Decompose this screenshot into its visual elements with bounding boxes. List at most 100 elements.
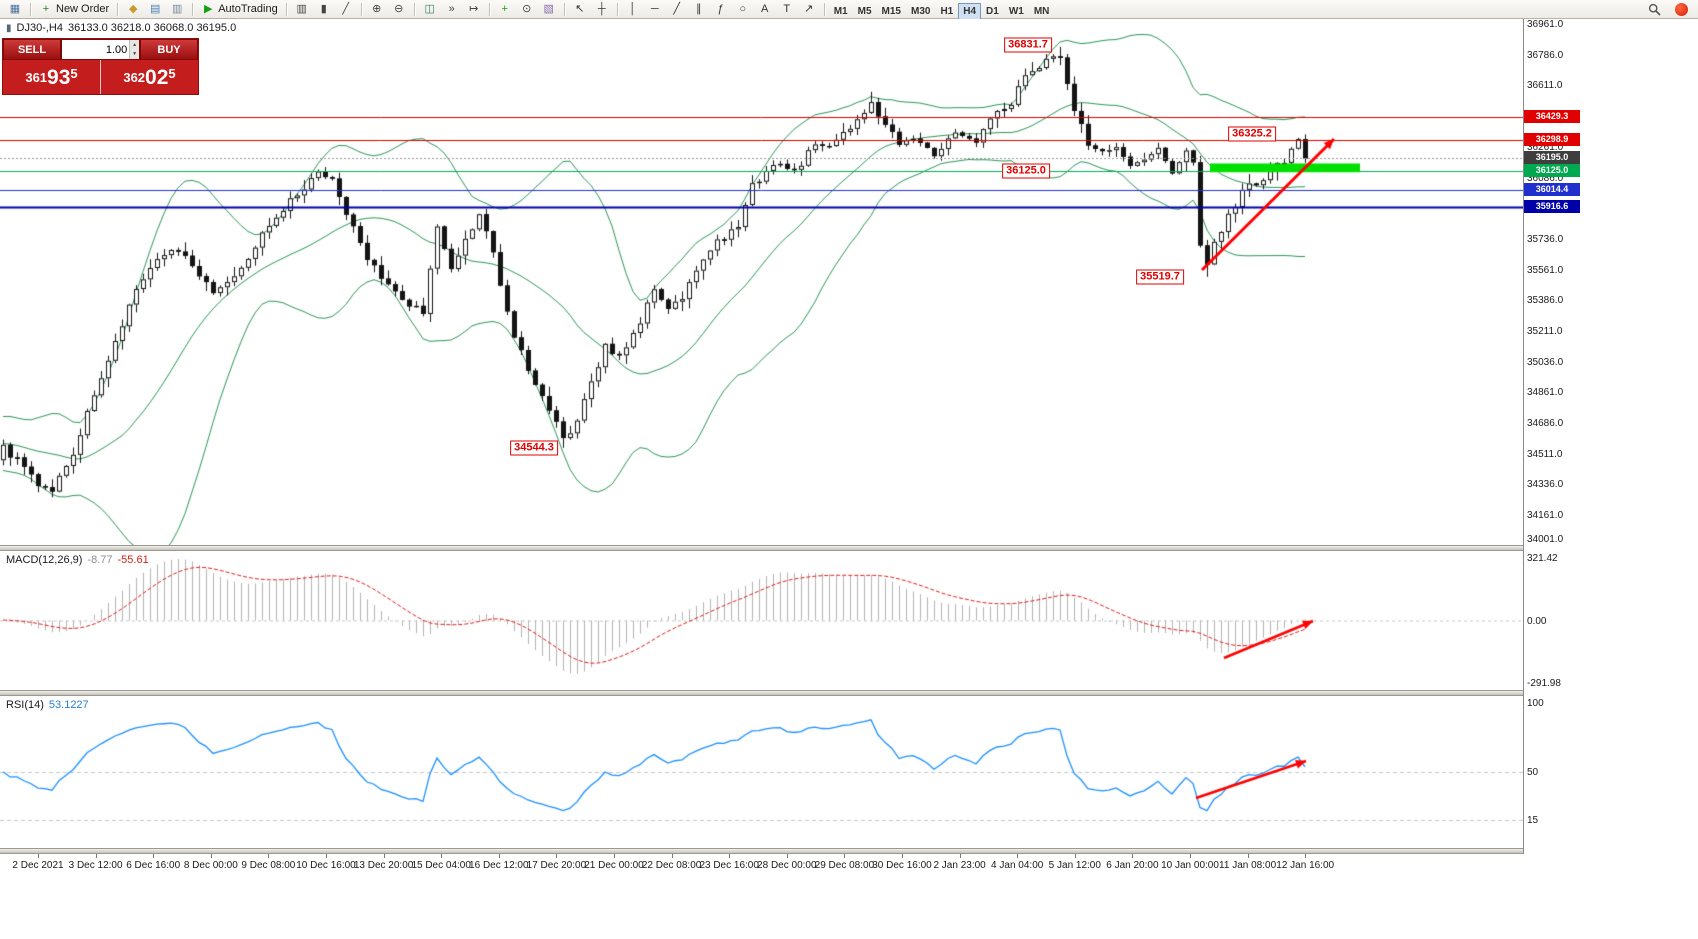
text-icon[interactable]: A [754, 1, 776, 18]
candlestick-chart-icon[interactable]: ▮ [313, 1, 335, 18]
timeframe-m1[interactable]: M1 [829, 3, 853, 20]
periods-dropdown-icon[interactable]: ⊙ [516, 1, 538, 18]
price-annotation[interactable]: 36125.0 [1002, 163, 1050, 179]
timeframe-mn[interactable]: MN [1029, 3, 1055, 20]
chart-window-icon[interactable]: ▦ [4, 1, 26, 18]
time-axis-tick [210, 854, 212, 858]
time-axis-tick [729, 854, 731, 858]
tile-windows-icon[interactable]: ◫ [419, 1, 441, 18]
crosshair-icon[interactable]: ┼ [591, 1, 613, 18]
macd-indicator-canvas[interactable] [0, 551, 1523, 690]
shapes-icon[interactable]: ○ [732, 1, 754, 18]
buy-price[interactable]: 362 02 5 [101, 60, 198, 94]
vertical-line-icon: │ [629, 3, 637, 15]
vertical-line-icon[interactable]: │ [622, 1, 644, 18]
price-chart-canvas[interactable] [0, 19, 1523, 545]
toolbar-separator [563, 2, 565, 16]
timeframe-m5[interactable]: M5 [853, 3, 877, 20]
price-annotation[interactable]: 36325.2 [1228, 126, 1276, 142]
time-axis-label: 17 Dec 20:00 [526, 860, 587, 871]
arrows-tool-icon[interactable]: ↗ [798, 1, 820, 18]
indicators-icon[interactable]: + [494, 1, 516, 18]
time-axis-label: 11 Jan 08:00 [1219, 860, 1277, 871]
time-axis-tick [556, 854, 558, 858]
autoscroll-icon[interactable]: » [441, 1, 463, 18]
indicators-icon: + [501, 3, 508, 15]
one-click-prices: 361 93 5 362 02 5 [3, 60, 198, 94]
panel-separator-main-macd[interactable] [0, 545, 1581, 551]
autotrading-button[interactable]: ▶ AutoTrading [197, 1, 282, 18]
terminal-icon[interactable]: ▥ [166, 1, 188, 18]
community-icon [1675, 2, 1688, 16]
line-chart-icon: ╱ [342, 3, 350, 15]
line-chart-icon[interactable]: ╱ [335, 1, 357, 18]
chart-shift-icon[interactable]: ↦ [463, 1, 485, 18]
toolbar-separator [117, 2, 119, 16]
panel-separator-macd-rsi[interactable] [0, 690, 1581, 696]
volume-input[interactable] [62, 40, 130, 59]
price-tag-36298.9: 36298.9 [1524, 133, 1580, 147]
price-tag-36125.0: 36125.0 [1524, 163, 1580, 177]
text-icon: A [761, 3, 769, 15]
price-tag-36195.0: 36195.0 [1524, 151, 1580, 165]
buy-price-decimal: 5 [168, 65, 176, 81]
time-axis-tick [902, 854, 903, 858]
timeframe-w1[interactable]: W1 [1004, 3, 1029, 20]
timeframe-d1[interactable]: D1 [981, 3, 1004, 20]
chart-shift-icon: ↦ [469, 3, 479, 15]
search-button[interactable] [1644, 1, 1665, 18]
autotrading-button-label: AutoTrading [218, 3, 278, 15]
volume-up-button[interactable]: ▲ [130, 40, 139, 50]
panel-separator-rsi-timeaxis[interactable] [0, 848, 1581, 854]
timeframe-h4[interactable]: H4 [958, 2, 982, 20]
time-axis-tick [498, 854, 500, 858]
cursor-icon[interactable]: ↖ [569, 1, 591, 18]
templates-icon: ▧ [543, 3, 554, 15]
time-axis-tick [38, 854, 39, 858]
sell-price[interactable]: 361 93 5 [3, 60, 101, 94]
time-axis-label: 10 Dec 16:00 [296, 860, 356, 871]
zoom-in-icon: ⊕ [372, 3, 382, 15]
time-axis-label: 10 Jan 00:00 [1161, 860, 1219, 871]
chart-window-icon: ▦ [9, 3, 21, 15]
trendline-icon[interactable]: ╱ [666, 1, 688, 18]
timeframe-m30[interactable]: M30 [906, 3, 935, 20]
buy-price-big-digits: 02 [145, 65, 169, 89]
zoom-out-icon[interactable]: ⊖ [388, 1, 410, 18]
bar-chart-icon[interactable]: ▥ [291, 1, 313, 18]
price-annotation[interactable]: 35519.7 [1136, 269, 1184, 285]
chart-title: ▮ DJ30-,H4 36133.0 36218.0 36068.0 36195… [6, 22, 236, 34]
label-icon[interactable]: T [776, 1, 798, 18]
horizontal-line-icon[interactable]: ─ [644, 1, 666, 18]
expert-advisors-icon[interactable]: ◆ [122, 1, 144, 18]
community-button[interactable] [1671, 1, 1692, 18]
rsi-label: RSI(14) [6, 699, 44, 711]
sell-price-big-digits: 93 [47, 65, 71, 89]
rsi-indicator-canvas[interactable] [0, 696, 1523, 848]
fibonacci-icon[interactable]: ƒ [710, 1, 732, 18]
time-axis-tick [1132, 854, 1134, 858]
price-annotation[interactable]: 34544.3 [510, 440, 558, 456]
autotrading-icon: ▶ [203, 3, 213, 15]
templates-icon[interactable]: ▧ [538, 1, 560, 18]
toolbar-separator [360, 2, 362, 16]
channel-icon[interactable]: ∥ [688, 1, 710, 18]
search-icon [1648, 3, 1661, 16]
rsi-value: 53.1227 [48, 699, 89, 711]
time-axis-label: 2 Jan 23:00 [933, 860, 986, 871]
macd-label: MACD(12,26,9) [6, 554, 83, 566]
time-axis-label: 12 Jan 16:00 [1276, 860, 1335, 871]
volume-down-button[interactable]: ▼ [130, 49, 139, 59]
new-order-button[interactable]: + New Order [35, 1, 113, 18]
toolbar-separator [192, 2, 194, 16]
profiles-icon[interactable]: ▤ [144, 1, 166, 18]
timeframe-m15[interactable]: M15 [877, 3, 906, 20]
macd-main-value: -8.77 [87, 554, 113, 566]
timeframe-h1[interactable]: H1 [935, 3, 958, 20]
zoom-in-icon[interactable]: ⊕ [366, 1, 388, 18]
price-annotation[interactable]: 36831.7 [1004, 37, 1052, 53]
buy-button[interactable]: BUY [140, 39, 198, 60]
time-axis[interactable]: 2 Dec 2021 3 Dec 12:00 6 Dec 16:00 8 Dec 00… [0, 854, 1581, 878]
sell-button[interactable]: SELL [3, 39, 61, 60]
